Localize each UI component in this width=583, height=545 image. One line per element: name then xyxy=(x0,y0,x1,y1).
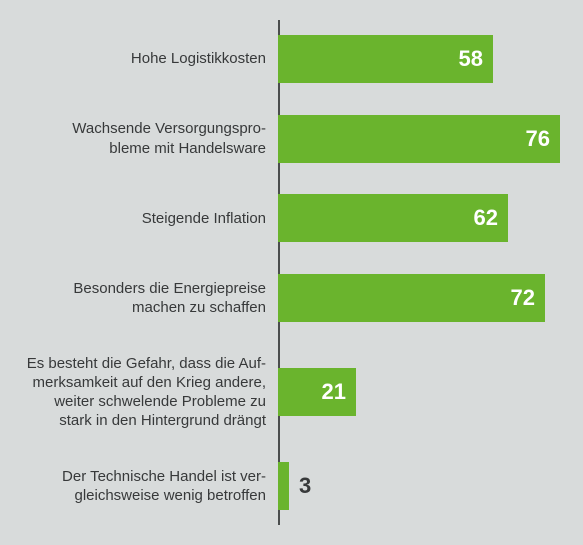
bar-track: 72 xyxy=(278,274,575,322)
y-axis-line xyxy=(278,20,280,525)
bar-label: Es besteht die Gefahr, dass die Auf-merk… xyxy=(0,354,278,431)
bar-label: Besonders die Energiepreisemachen zu sch… xyxy=(0,279,278,317)
bar-value: 76 xyxy=(516,126,560,152)
chart-row: Steigende Inflation 62 xyxy=(0,194,575,242)
bar-track: 76 xyxy=(278,115,575,163)
bar-track: 62 xyxy=(278,194,575,242)
bar: 58 xyxy=(278,35,493,83)
bar: 21 xyxy=(278,368,356,416)
bar-value: 58 xyxy=(449,46,493,72)
chart-row: Wachsende Versorgungspro-bleme mit Hande… xyxy=(0,115,575,163)
bar-label: Wachsende Versorgungspro-bleme mit Hande… xyxy=(0,119,278,157)
bar-track: 21 xyxy=(278,368,575,416)
chart-row: Der Technische Handel ist ver-gleichswei… xyxy=(0,462,575,510)
horizontal-bar-chart: Hohe Logistikkosten 58 Wachsende Versorgun… xyxy=(0,0,583,545)
bar-label: Hohe Logistikkosten xyxy=(0,49,278,68)
bar-label: Der Technische Handel ist ver-gleichswei… xyxy=(0,467,278,505)
bar-track: 3 xyxy=(278,462,575,510)
bar-track: 58 xyxy=(278,35,575,83)
bar: 76 xyxy=(278,115,560,163)
chart-row: Hohe Logistikkosten 58 xyxy=(0,35,575,83)
bar-value: 62 xyxy=(464,205,508,231)
bar-value: 3 xyxy=(289,473,321,499)
chart-row: Es besteht die Gefahr, dass die Auf-merk… xyxy=(0,354,575,431)
bar-value: 21 xyxy=(312,379,356,405)
chart-row: Besonders die Energiepreisemachen zu sch… xyxy=(0,274,575,322)
bar-label: Steigende Inflation xyxy=(0,209,278,228)
bar xyxy=(278,462,289,510)
bar: 62 xyxy=(278,194,508,242)
bar: 72 xyxy=(278,274,545,322)
bar-value: 72 xyxy=(501,285,545,311)
